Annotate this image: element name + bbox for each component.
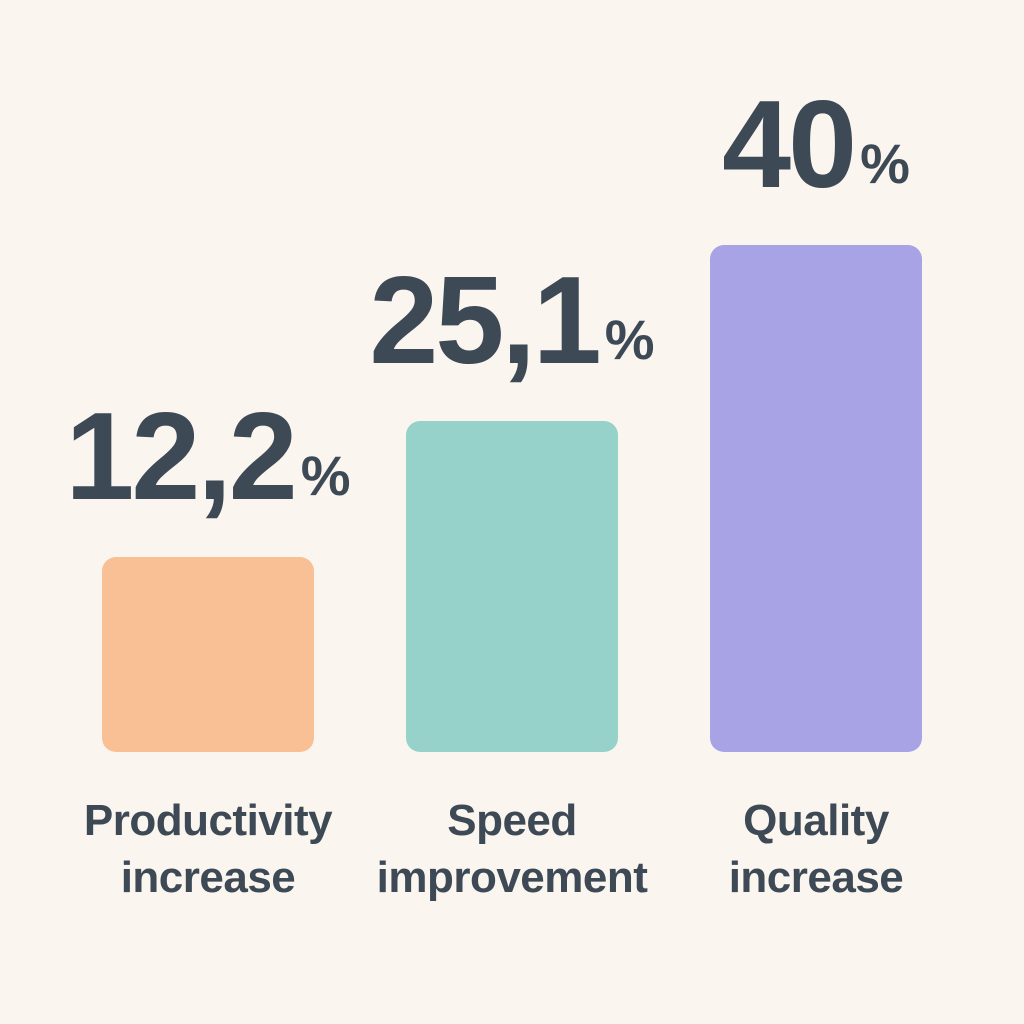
bar-quality [710,245,922,752]
percent-sign: % [300,444,351,507]
value-label-speed: 25,1% [369,259,654,383]
value-label-productivity: 12,2% [65,395,350,519]
category-label-line1: Speed [447,796,577,845]
value-number: 40 [722,76,857,214]
bar-speed [406,421,618,752]
category-label-quality: Quality increase [729,792,904,906]
value-number: 12,2 [65,388,297,526]
category-label-speed: Speed improvement [377,792,648,906]
category-label-productivity: Productivity increase [83,792,333,906]
bar-column-productivity: 12,2% Productivity increase [58,395,358,906]
category-label-line1: Productivity [83,796,333,845]
percent-sign: % [860,132,910,195]
category-label-line1: Quality [743,796,889,845]
percent-sign: % [604,308,655,371]
category-label-line2: increase [120,853,296,902]
bar-productivity [102,557,314,752]
bar-chart: 12,2% Productivity increase 25,1% Speed … [58,83,966,906]
bar-column-speed: 25,1% Speed improvement [362,259,662,906]
value-number: 25,1 [369,252,601,390]
category-label-line2: improvement [376,853,648,902]
value-label-quality: 40% [722,83,910,207]
category-label-line2: increase [728,853,904,902]
bar-column-quality: 40% Quality increase [666,83,966,906]
